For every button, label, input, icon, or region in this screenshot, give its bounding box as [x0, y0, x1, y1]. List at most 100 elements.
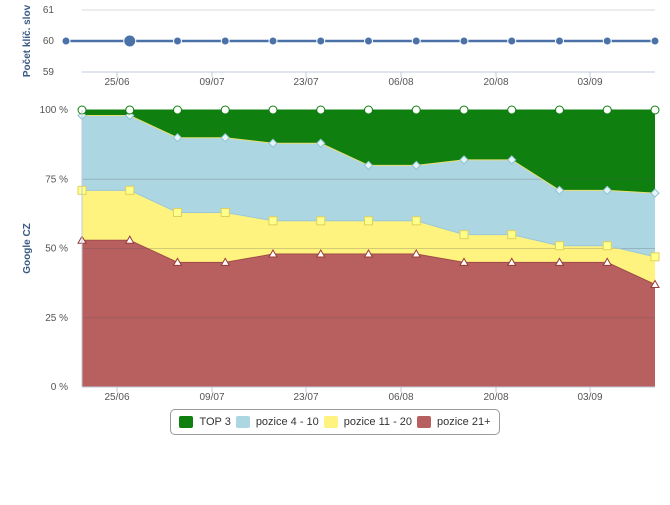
x-tick-label: 09/07 [199, 77, 224, 88]
legend-item-pozice-11-20[interactable]: pozice 11 - 20 [323, 416, 413, 428]
data-point [173, 36, 182, 46]
data-point [123, 34, 137, 48]
legend-item-pozice-4-10[interactable]: pozice 4 - 10 [235, 416, 319, 428]
y-tick-label: 100 % [40, 105, 68, 116]
marker-top-3 [411, 105, 421, 115]
marker-pozice-11-20 [125, 185, 135, 195]
legend-item-pozice-21[interactable]: pozice 21+ [417, 416, 491, 428]
marker-pozice-21 [363, 249, 374, 258]
x-tick-label: 25/06 [104, 392, 129, 403]
keyword-count-chart: 61 60 59 25/06 09/07 23/07 06/08 20/08 03/09 Poče… [22, 4, 660, 88]
legend-label-pozice-11-20: pozice 11 - 20 [343, 416, 413, 428]
marker-top-3 [602, 105, 612, 115]
legend-item-top3[interactable]: TOP 3 [179, 416, 231, 428]
marker-top-3 [173, 105, 182, 115]
data-point [268, 36, 278, 46]
data-point [650, 36, 660, 46]
data-point [220, 36, 230, 46]
marker-pozice-4-10 [220, 132, 230, 143]
marker-pozice-21 [411, 249, 422, 258]
x-tick-label: 25/06 [104, 77, 129, 88]
area-pozice-4-10 [82, 115, 655, 257]
y-tick-label: 0 % [51, 382, 68, 393]
x-tick-label: 20/08 [483, 392, 508, 403]
x-tick-label: 06/08 [388, 77, 413, 88]
x-tick-label: 20/08 [483, 77, 508, 88]
y-tick-label: 60 [43, 36, 55, 47]
marker-pozice-11-20 [650, 252, 660, 262]
legend-label-pozice-21: pozice 21+ [437, 416, 491, 428]
y-axis-title: Google CZ [22, 223, 33, 274]
marker-pozice-21 [268, 249, 278, 258]
marker-pozice-11-20 [220, 207, 230, 217]
y-tick-label: 59 [43, 67, 55, 78]
marker-top-3 [316, 105, 326, 115]
x-tick-label: 06/08 [388, 392, 413, 403]
marker-pozice-4-10 [316, 138, 326, 148]
marker-top-3 [220, 105, 230, 115]
marker-pozice-21 [220, 257, 231, 266]
marker-pozice-11-20 [268, 216, 278, 226]
data-point [61, 36, 71, 46]
data-point [507, 36, 517, 46]
data-point [316, 36, 326, 46]
area-pozice-21 [82, 240, 655, 387]
area-top-3 [82, 110, 655, 194]
marker-pozice-4-10 [650, 188, 660, 198]
legend-swatch-pozice-11-20 [323, 416, 338, 428]
marker-pozice-4-10 [602, 185, 612, 196]
marker-pozice-4-10 [268, 138, 278, 148]
marker-pozice-21 [172, 257, 183, 266]
y-axis-title: Počet klíč. slov [22, 4, 33, 77]
legend-swatch-top3 [179, 416, 194, 428]
marker-pozice-11-20 [411, 216, 421, 226]
marker-pozice-11-20 [316, 216, 326, 226]
marker-pozice-11-20 [364, 216, 373, 226]
data-point [602, 36, 612, 46]
x-tick-label: 23/07 [293, 77, 318, 88]
chart-legend: TOP 3 pozice 4 - 10 pozice 11 - 20 pozic… [170, 409, 500, 435]
x-tick-label: 23/07 [293, 392, 318, 403]
x-tick-label: 03/09 [577, 392, 602, 403]
x-tick-label: 09/07 [199, 392, 224, 403]
marker-pozice-4-10 [172, 132, 183, 143]
legend-swatch-pozice-21 [417, 416, 431, 428]
marker-pozice-11-20 [555, 241, 564, 251]
legend-label-top3: TOP 3 [199, 416, 231, 428]
marker-top-3 [125, 105, 135, 115]
marker-top-3 [268, 105, 278, 115]
marker-top-3 [555, 105, 564, 115]
data-point [364, 36, 373, 46]
marker-pozice-21 [124, 235, 135, 244]
legend-swatch-pozice-4-10 [235, 416, 250, 428]
marker-pozice-11-20 [173, 207, 182, 217]
x-tick-label: 03/09 [577, 77, 602, 88]
marker-pozice-21 [602, 257, 613, 266]
marker-pozice-21 [315, 249, 326, 258]
marker-top-3 [459, 105, 469, 115]
marker-top-3 [364, 105, 373, 115]
marker-pozice-21 [650, 279, 660, 289]
marker-top-3 [650, 105, 660, 115]
marker-top-3 [507, 105, 517, 115]
marker-pozice-11-20 [602, 241, 612, 251]
marker-pozice-4-10 [411, 160, 421, 171]
data-point [555, 36, 564, 46]
y-tick-label: 25 % [45, 313, 68, 324]
marker-pozice-21 [459, 257, 469, 266]
marker-pozice-11-20 [459, 230, 469, 240]
marker-pozice-21 [506, 257, 517, 266]
y-tick-label: 50 % [45, 244, 68, 255]
marker-pozice-4-10 [459, 155, 469, 165]
data-point [411, 36, 421, 46]
y-tick-label: 75 % [45, 174, 68, 185]
google-position-chart: 100 % 75 % 50 % 25 % 0 % 25/06 09/07 23/07 06/08… [22, 105, 660, 403]
marker-pozice-21 [554, 257, 565, 266]
marker-pozice-4-10 [554, 185, 565, 196]
y-tick-label: 61 [43, 5, 55, 16]
marker-pozice-11-20 [507, 230, 517, 240]
marker-pozice-4-10 [363, 160, 374, 171]
legend-label-pozice-4-10: pozice 4 - 10 [255, 416, 319, 428]
marker-pozice-4-10 [507, 155, 517, 165]
data-point [459, 36, 469, 46]
